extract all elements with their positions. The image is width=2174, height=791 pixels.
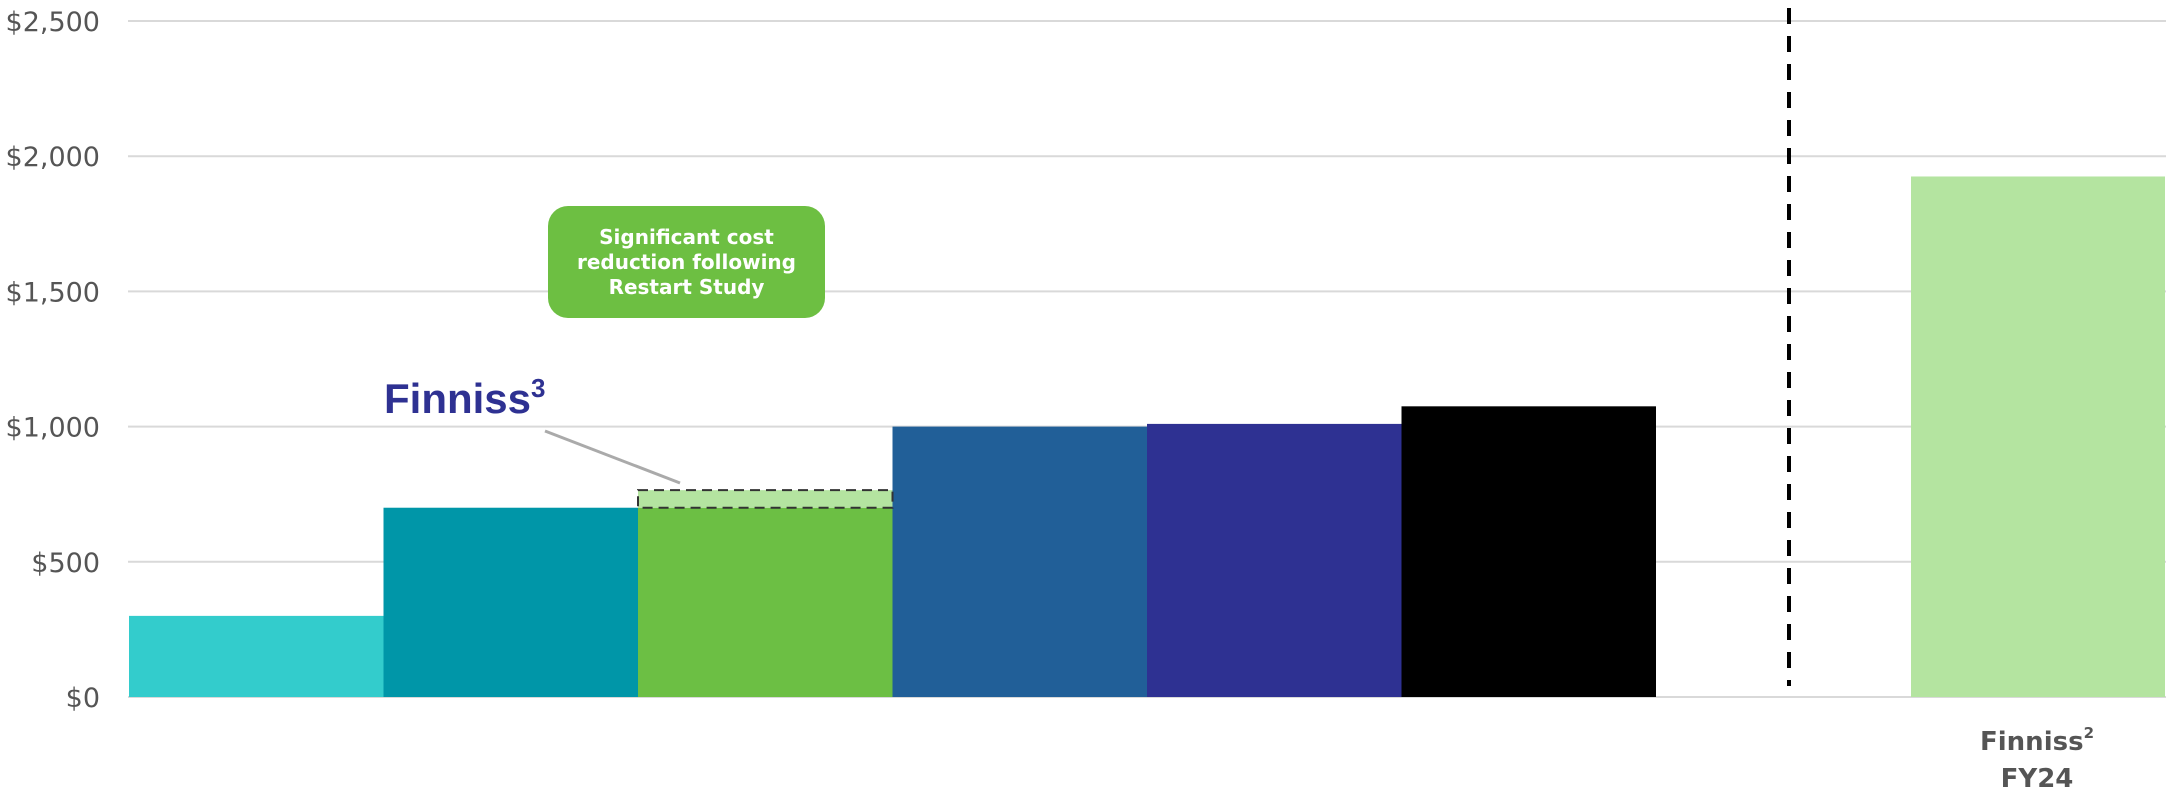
bar xyxy=(1911,176,2165,698)
bar xyxy=(1147,423,1402,697)
bar xyxy=(638,507,893,697)
y-tick-label: $2,000 xyxy=(6,142,100,173)
y-tick-label: $1,500 xyxy=(6,277,100,308)
bar xyxy=(1401,406,1656,697)
y-tick-label: $1,000 xyxy=(6,413,100,444)
x-label-finniss-fy24: Finniss2 xyxy=(1980,724,2094,757)
callout-leader-line xyxy=(544,429,681,485)
finniss-callout-label: Finniss3 xyxy=(384,373,546,422)
cost-reduction-note: Significant cost reduction following Res… xyxy=(548,206,825,318)
bar xyxy=(383,507,638,697)
y-axis: $0 $500 $1,000 $1,500 $2,000 $2,500 xyxy=(6,7,100,714)
bars xyxy=(129,176,2165,698)
bar xyxy=(129,615,384,697)
bar xyxy=(892,426,1147,697)
cost-reduction-note-text: Significant cost reduction following Res… xyxy=(577,224,796,299)
y-tick-label: $0 xyxy=(66,683,100,714)
highlight-segment xyxy=(637,489,894,509)
x-label-finniss-fy24-line2: FY24 xyxy=(2001,764,2074,791)
y-tick-label: $500 xyxy=(31,548,100,579)
y-tick-label: $2,500 xyxy=(6,7,100,38)
